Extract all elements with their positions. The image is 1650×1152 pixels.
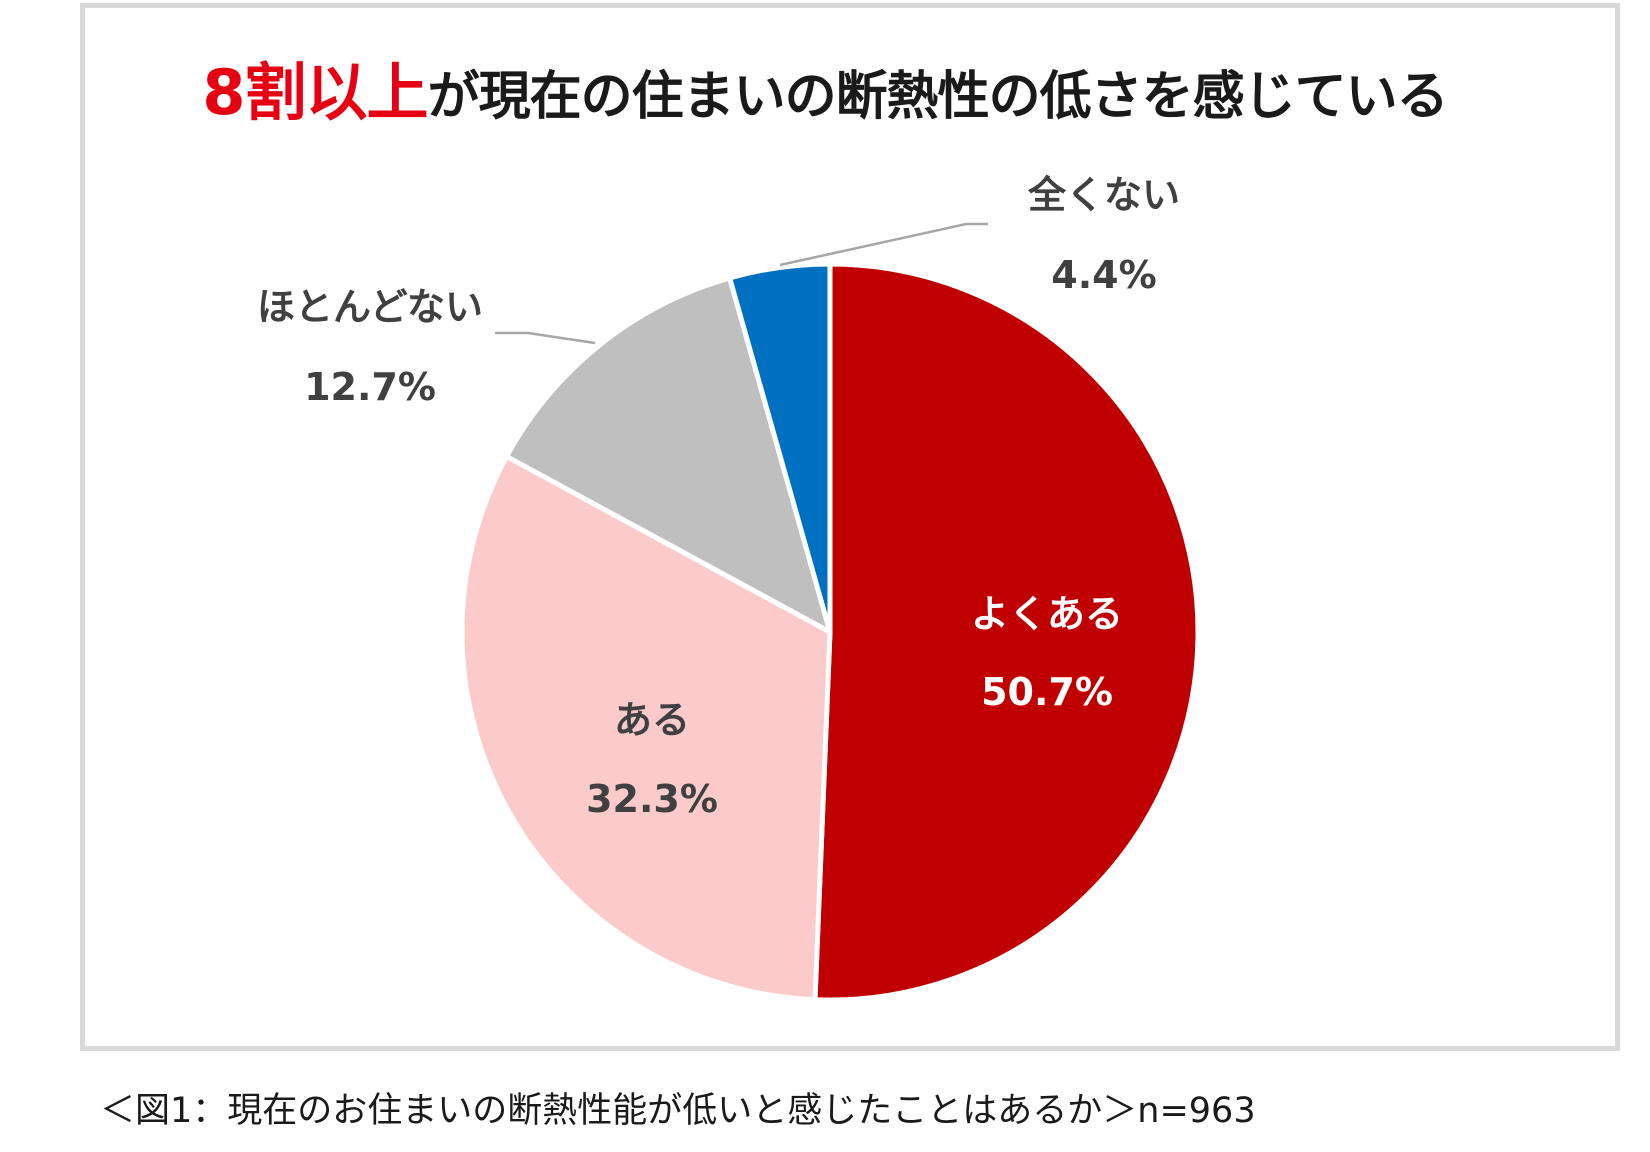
- chart-title: 8割以上が現在の住まいの断熱性の低さを感じている: [0, 42, 1650, 132]
- slice-label-value: 4.4%: [1051, 253, 1156, 297]
- slice-label-name: ある: [614, 698, 690, 742]
- pie-slice-4: [727, 261, 833, 635]
- slice-label-value: 32.3%: [586, 777, 718, 821]
- figure-caption: ＜図1：現在のお住まいの断熱性能が低いと感じたことはあるか＞n=963: [100, 1091, 1256, 1131]
- slice-label-value: 50.7%: [981, 670, 1113, 714]
- pie-slices: [459, 261, 1201, 1003]
- title-text: が現在の住まいの断熱性の低さを感じている: [427, 67, 1449, 127]
- slice-labels: よくある 50.7% ある 32.3% ほとんどない 12.7% 全くない 4.4%: [257, 173, 1180, 821]
- pie-slice-1: [812, 261, 1201, 1003]
- leader-lines: [495, 222, 988, 345]
- pie-slice-3: [504, 275, 833, 635]
- title-highlight: 8割以上: [202, 56, 428, 129]
- slice-label-name: ほとんどない: [257, 285, 483, 329]
- pie-slice-2: [459, 453, 833, 1003]
- leader-line: [495, 331, 596, 345]
- slice-label-value: 12.7%: [304, 365, 436, 409]
- slice-label-name: よくある: [971, 592, 1123, 636]
- slice-label-name: 全くない: [1027, 173, 1180, 217]
- leader-line: [779, 222, 988, 267]
